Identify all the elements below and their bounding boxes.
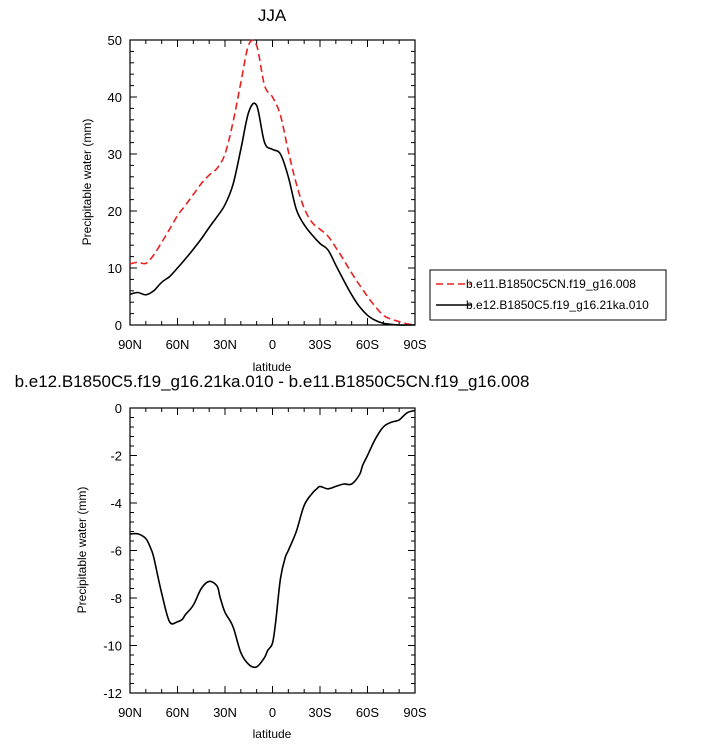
top-series-line-1 (129, 39, 416, 326)
top-x-tick-label: 90N (118, 337, 142, 352)
top-y-tick-label: 50 (108, 33, 122, 48)
bottom-axes-frame: 90N 60N 30N 0 30S 60S 90S 0 -2 -4 -6 -8 -10 -12 (103, 401, 427, 720)
top-x-tick-label: 0 (269, 337, 276, 352)
top-y-tick-label: 40 (108, 90, 122, 105)
bottom-chart-title: b.e12.B1850C5.f19_g16.21ka.010 - b.e11.B… (15, 372, 530, 391)
top-y-tick-label: 0 (115, 318, 122, 333)
top-y-tick-label: 30 (108, 147, 122, 162)
top-panel: JJA 90N 60N 30N 0 30S 60S 90S 0 10 20 30 40 50 latit… (80, 6, 667, 374)
bottom-series-group (129, 409, 416, 669)
bottom-y-tick-label: -4 (110, 496, 122, 511)
bottom-y-axis-label: Precipitable water (mm) (75, 487, 89, 614)
legend-label-series-1: b.e11.B1850C5CN.f19_g16.008 (466, 277, 636, 291)
top-y-tick-label: 10 (108, 261, 122, 276)
legend-frame (429, 269, 667, 321)
bottom-x-tick-label: 30N (213, 705, 237, 720)
top-axes-frame: 90N 60N 30N 0 30S 60S 90S 0 10 20 30 40 50 (108, 33, 427, 352)
legend-label-series-2: b.e12.B1850C5.f19_g16.21ka.010 (466, 298, 649, 312)
top-series-line-2 (129, 102, 415, 326)
bottom-y-tick-label: -6 (110, 544, 122, 559)
top-x-tick-label: 90S (403, 337, 426, 352)
bottom-x-tick-label: 90S (403, 705, 426, 720)
bottom-x-tick-label: 60N (166, 705, 190, 720)
bottom-y-tick-label: -2 (110, 449, 122, 464)
bottom-x-tick-label: 90N (118, 705, 142, 720)
top-plot-frame (129, 39, 416, 326)
top-x-tick-label: 30S (308, 337, 331, 352)
legend: b.e11.B1850C5CN.f19_g16.008 b.e12.B1850C… (429, 269, 667, 321)
top-x-tick-label: 60S (356, 337, 379, 352)
bottom-x-axis-label: latitude (253, 727, 292, 741)
top-x-tick-label: 60N (166, 337, 190, 352)
bottom-plot-frame (129, 407, 416, 694)
top-x-tick-label: 30N (213, 337, 237, 352)
bottom-x-tick-label: 0 (269, 705, 276, 720)
top-series-group (129, 39, 416, 326)
top-x-axis-label: latitude (253, 360, 292, 374)
bottom-y-tick-label: -8 (110, 591, 122, 606)
bottom-x-tick-label: 60S (356, 705, 379, 720)
bottom-x-tick-label: 30S (308, 705, 331, 720)
top-y-axis-label: Precipitable water (mm) (80, 119, 94, 246)
top-chart-title: JJA (258, 6, 287, 25)
bottom-y-tick-label: -12 (103, 686, 122, 701)
bottom-panel: b.e12.B1850C5.f19_g16.21ka.010 - b.e11.B… (15, 372, 530, 741)
bottom-y-tick-label: -10 (103, 639, 122, 654)
bottom-y-tick-label: 0 (115, 401, 122, 416)
bottom-series-line-1 (129, 409, 416, 669)
top-y-tick-label: 20 (108, 204, 122, 219)
